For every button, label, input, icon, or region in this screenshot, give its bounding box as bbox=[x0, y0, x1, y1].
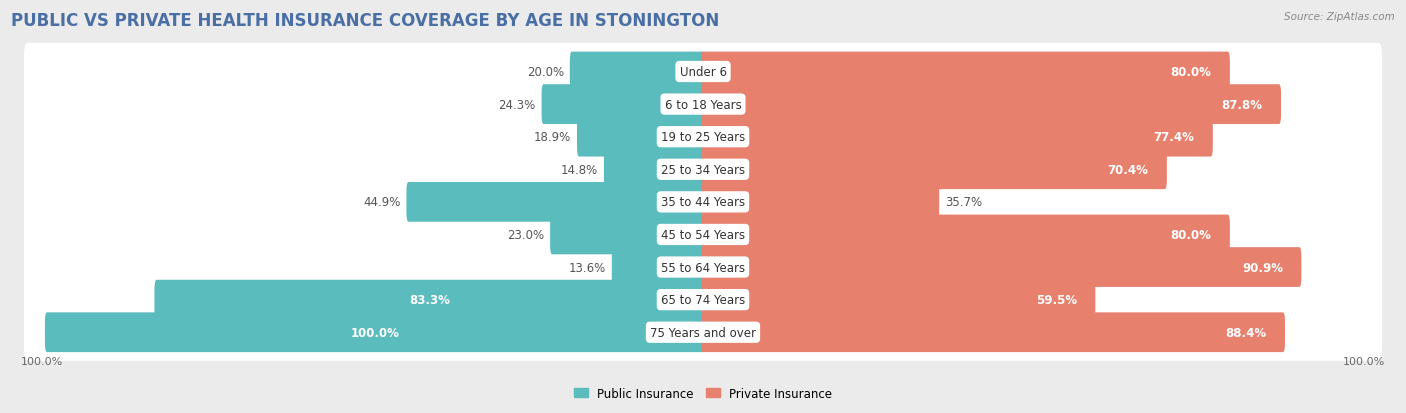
FancyBboxPatch shape bbox=[406, 183, 704, 222]
Legend: Public Insurance, Private Insurance: Public Insurance, Private Insurance bbox=[569, 382, 837, 404]
Text: Under 6: Under 6 bbox=[679, 66, 727, 79]
Text: 6 to 18 Years: 6 to 18 Years bbox=[665, 98, 741, 112]
Text: 18.9%: 18.9% bbox=[534, 131, 571, 144]
Text: 59.5%: 59.5% bbox=[1036, 293, 1077, 306]
FancyBboxPatch shape bbox=[541, 85, 704, 125]
Text: 77.4%: 77.4% bbox=[1153, 131, 1195, 144]
Text: 88.4%: 88.4% bbox=[1226, 326, 1267, 339]
Text: PUBLIC VS PRIVATE HEALTH INSURANCE COVERAGE BY AGE IN STONINGTON: PUBLIC VS PRIVATE HEALTH INSURANCE COVER… bbox=[11, 12, 720, 30]
FancyBboxPatch shape bbox=[702, 183, 939, 222]
FancyBboxPatch shape bbox=[155, 280, 704, 320]
FancyBboxPatch shape bbox=[24, 304, 1382, 361]
Text: 100.0%: 100.0% bbox=[350, 326, 399, 339]
FancyBboxPatch shape bbox=[550, 215, 704, 255]
FancyBboxPatch shape bbox=[24, 206, 1382, 263]
Text: 14.8%: 14.8% bbox=[561, 164, 598, 176]
Text: 19 to 25 Years: 19 to 25 Years bbox=[661, 131, 745, 144]
FancyBboxPatch shape bbox=[24, 271, 1382, 328]
Text: 45 to 54 Years: 45 to 54 Years bbox=[661, 228, 745, 241]
Text: Source: ZipAtlas.com: Source: ZipAtlas.com bbox=[1284, 12, 1395, 22]
FancyBboxPatch shape bbox=[24, 109, 1382, 166]
FancyBboxPatch shape bbox=[612, 247, 704, 287]
FancyBboxPatch shape bbox=[702, 52, 1230, 92]
FancyBboxPatch shape bbox=[605, 150, 704, 190]
Text: 20.0%: 20.0% bbox=[527, 66, 564, 79]
Text: 35 to 44 Years: 35 to 44 Years bbox=[661, 196, 745, 209]
FancyBboxPatch shape bbox=[45, 313, 704, 352]
FancyBboxPatch shape bbox=[702, 215, 1230, 255]
FancyBboxPatch shape bbox=[24, 141, 1382, 199]
FancyBboxPatch shape bbox=[24, 44, 1382, 101]
FancyBboxPatch shape bbox=[569, 52, 704, 92]
Text: 35.7%: 35.7% bbox=[945, 196, 983, 209]
FancyBboxPatch shape bbox=[702, 118, 1213, 157]
FancyBboxPatch shape bbox=[24, 239, 1382, 296]
FancyBboxPatch shape bbox=[702, 150, 1167, 190]
Text: 80.0%: 80.0% bbox=[1171, 228, 1212, 241]
FancyBboxPatch shape bbox=[702, 247, 1302, 287]
Text: 87.8%: 87.8% bbox=[1222, 98, 1263, 112]
Text: 83.3%: 83.3% bbox=[409, 293, 450, 306]
Text: 100.0%: 100.0% bbox=[1343, 356, 1385, 366]
Text: 55 to 64 Years: 55 to 64 Years bbox=[661, 261, 745, 274]
FancyBboxPatch shape bbox=[702, 280, 1095, 320]
Text: 75 Years and over: 75 Years and over bbox=[650, 326, 756, 339]
FancyBboxPatch shape bbox=[24, 76, 1382, 133]
Text: 80.0%: 80.0% bbox=[1171, 66, 1212, 79]
Text: 23.0%: 23.0% bbox=[508, 228, 544, 241]
FancyBboxPatch shape bbox=[576, 118, 704, 157]
FancyBboxPatch shape bbox=[24, 174, 1382, 231]
Text: 13.6%: 13.6% bbox=[568, 261, 606, 274]
Text: 24.3%: 24.3% bbox=[499, 98, 536, 112]
FancyBboxPatch shape bbox=[702, 313, 1285, 352]
Text: 25 to 34 Years: 25 to 34 Years bbox=[661, 164, 745, 176]
Text: 100.0%: 100.0% bbox=[21, 356, 63, 366]
Text: 44.9%: 44.9% bbox=[363, 196, 401, 209]
Text: 65 to 74 Years: 65 to 74 Years bbox=[661, 293, 745, 306]
Text: 70.4%: 70.4% bbox=[1108, 164, 1149, 176]
FancyBboxPatch shape bbox=[702, 85, 1281, 125]
Text: 90.9%: 90.9% bbox=[1241, 261, 1284, 274]
